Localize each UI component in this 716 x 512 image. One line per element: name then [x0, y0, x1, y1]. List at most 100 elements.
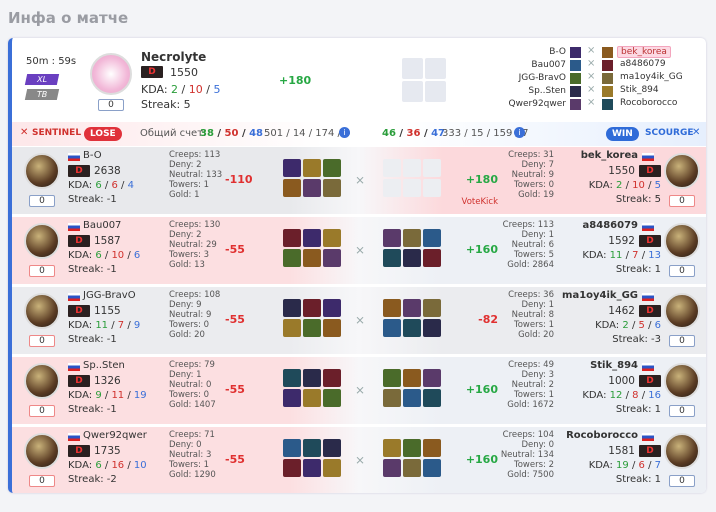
- kda: KDA: 19 / 6 / 7: [589, 460, 661, 471]
- stat: Deny: 7: [521, 160, 554, 170]
- stat: Neutral: 6: [511, 240, 554, 250]
- kda-value: 6: [638, 460, 645, 471]
- item-icon: [283, 459, 301, 477]
- stat: Creeps: 36: [508, 290, 554, 300]
- player-avatar: [664, 363, 700, 399]
- stat: Gold: 19: [518, 190, 554, 200]
- kda-value: 5: [654, 180, 661, 191]
- kda-value: 5: [638, 320, 645, 331]
- item-icon: [323, 179, 341, 197]
- item-icon: [403, 159, 421, 177]
- vote-kick[interactable]: VoteKick: [461, 197, 498, 207]
- versus-icon: ⨯: [355, 383, 366, 397]
- rank-badge: D: [68, 235, 90, 247]
- mode-badge: XL: [24, 74, 60, 85]
- counter[interactable]: 0: [669, 335, 695, 347]
- score-separator: /: [217, 128, 222, 139]
- stat: Gold: 20: [518, 330, 554, 340]
- player-avatar: [24, 153, 60, 189]
- item-icon: [323, 369, 341, 387]
- kda-value: 7: [632, 250, 639, 261]
- match-time: 50m : 59s: [26, 56, 77, 67]
- counter[interactable]: 0: [669, 195, 695, 207]
- rating-change: +180: [279, 74, 312, 87]
- rating: 1155: [94, 305, 121, 317]
- counter[interactable]: 0: [29, 405, 55, 417]
- kda-separator: /: [625, 390, 629, 401]
- flag-icon: [642, 153, 654, 161]
- info-icon[interactable]: i: [514, 127, 525, 138]
- score-value: 46: [382, 128, 396, 139]
- flag-icon: [68, 363, 80, 371]
- item-icon: [283, 389, 301, 407]
- counter[interactable]: 0: [29, 475, 55, 487]
- team-totals: 501 / 14 / 174 / 4: [264, 128, 351, 139]
- item-icon: [423, 299, 441, 317]
- score-value: 48: [249, 128, 264, 139]
- match-card: 50m : 59s XL TB 0 Necrolyte D 1550 KDA: 2 / 10 …: [8, 38, 706, 493]
- item-icon: [383, 159, 401, 177]
- counter[interactable]: 0: [669, 405, 695, 417]
- kda-separator: /: [104, 250, 109, 261]
- kda: KDA: 9 / 11 / 19: [68, 390, 147, 401]
- flag-icon: [642, 223, 654, 231]
- player-name: ma1oy4ik_GG: [562, 290, 638, 301]
- hero-icon: [570, 86, 581, 97]
- kda-value: 10: [632, 180, 645, 191]
- counter[interactable]: 0: [669, 265, 695, 277]
- kda: KDA: 6 / 10 / 6: [68, 250, 140, 261]
- stat: Neutral: 9: [169, 310, 212, 320]
- result-pill: WIN: [606, 127, 639, 141]
- kda-value: 5: [213, 83, 221, 96]
- kda-separator: /: [631, 320, 636, 331]
- item-icon: [303, 459, 321, 477]
- hero-icon: [602, 99, 613, 110]
- item-icon: [403, 249, 421, 267]
- counter[interactable]: 0: [29, 335, 55, 347]
- kda-label: KDA:: [68, 390, 93, 401]
- kda-label: KDA:: [582, 390, 607, 401]
- kda-value: 10: [111, 250, 125, 261]
- item-icon: [303, 229, 321, 247]
- player-name: Rocoborocco: [566, 430, 638, 441]
- stat: Creeps: 71: [169, 430, 215, 440]
- player-row: 0 JGG-BravO D 1155 KDA: 11 / 7 / 9 Streak: -1…: [12, 287, 706, 355]
- counter[interactable]: 0: [669, 475, 695, 487]
- stat: Deny: 2: [169, 160, 202, 170]
- rating-change: +180: [465, 173, 498, 186]
- kda-value: 4: [127, 180, 134, 191]
- counter[interactable]: 0: [98, 99, 124, 111]
- item-icon: [403, 319, 421, 337]
- player-avatar: [664, 223, 700, 259]
- hero-icon: [602, 86, 613, 97]
- item-icon: [423, 249, 441, 267]
- counter[interactable]: 0: [29, 195, 55, 207]
- item-icon: [323, 389, 341, 407]
- kda: KDA: 6 / 16 / 10: [68, 460, 147, 471]
- stat: Neutral: 2: [511, 380, 554, 390]
- player-name: Bau007: [531, 60, 566, 70]
- player-name: Qwer92qwer: [83, 430, 147, 441]
- item-icon: [283, 299, 301, 317]
- rating-change: +160: [465, 453, 498, 466]
- info-icon[interactable]: i: [339, 127, 350, 138]
- kda-label: KDA:: [588, 460, 613, 471]
- kda-value: 11: [609, 250, 623, 261]
- stat: Creeps: 104: [502, 430, 554, 440]
- flag-icon: [642, 293, 654, 301]
- item-icon: [403, 299, 421, 317]
- kda-separator: /: [648, 320, 652, 331]
- stat: Gold: 20: [169, 330, 205, 340]
- item-icon: [423, 459, 441, 477]
- counter[interactable]: 0: [29, 265, 55, 277]
- stat: Deny: 1: [521, 300, 554, 310]
- rank-badge: D: [639, 165, 661, 177]
- rating-change: -55: [225, 243, 245, 256]
- hero-slot: [425, 81, 446, 102]
- hero-icon: [602, 60, 613, 71]
- item-icon: [403, 369, 421, 387]
- item-icon: [423, 389, 441, 407]
- stat: Deny: 0: [169, 440, 202, 450]
- stat: Creeps: 79: [169, 360, 215, 370]
